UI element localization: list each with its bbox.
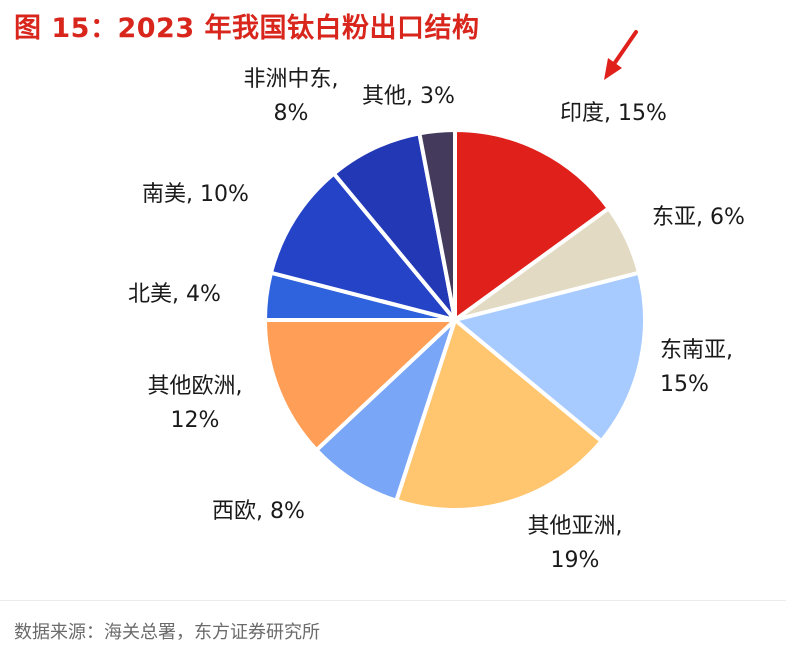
pie-slice-1 (453, 128, 611, 322)
pie-labels: 印度, 15% 东亚, 6% 东南亚, 15% 其他亚洲, 19% 西欧, 8% 其他欧洲, 1… (128, 67, 745, 573)
pie-slice-8 (268, 171, 457, 322)
slice-label-9: 非洲中东, 8% (244, 67, 339, 126)
slice-label-8: 南美, 10% (142, 182, 249, 207)
pie-slice-6 (263, 318, 457, 453)
annotation-arrow (604, 30, 638, 80)
arrow-shaft (612, 30, 638, 66)
pie-slices (263, 128, 647, 512)
slice-label-10: 其他, 3% (362, 84, 455, 109)
slice-label-2: 东亚, 6% (652, 205, 745, 230)
slice-label-3: 东南亚, 15% (660, 338, 733, 397)
pie-slice-4 (394, 318, 604, 512)
source-note: 数据来源：海关总署，东方证券研究所 (14, 622, 320, 643)
slice-label-4: 其他亚洲, 19% (528, 514, 623, 573)
slice-label-6: 其他欧洲, 12% (148, 374, 243, 433)
pie-slice-3 (453, 270, 647, 444)
chart-title: 图 15：2023 年我国钛白粉出口结构 (14, 13, 480, 44)
slice-label-7: 北美, 4% (128, 282, 221, 307)
slice-label-1: 印度, 15% (560, 101, 667, 126)
arrow-head (604, 58, 622, 80)
pie-slice-10 (417, 128, 457, 322)
pie-chart: 印度, 15% 东亚, 6% 东南亚, 15% 其他亚洲, 19% 西欧, 8% 其他欧洲, 1… (128, 30, 745, 573)
divider (0, 600, 786, 601)
slice-label-5: 西欧, 8% (212, 499, 305, 524)
